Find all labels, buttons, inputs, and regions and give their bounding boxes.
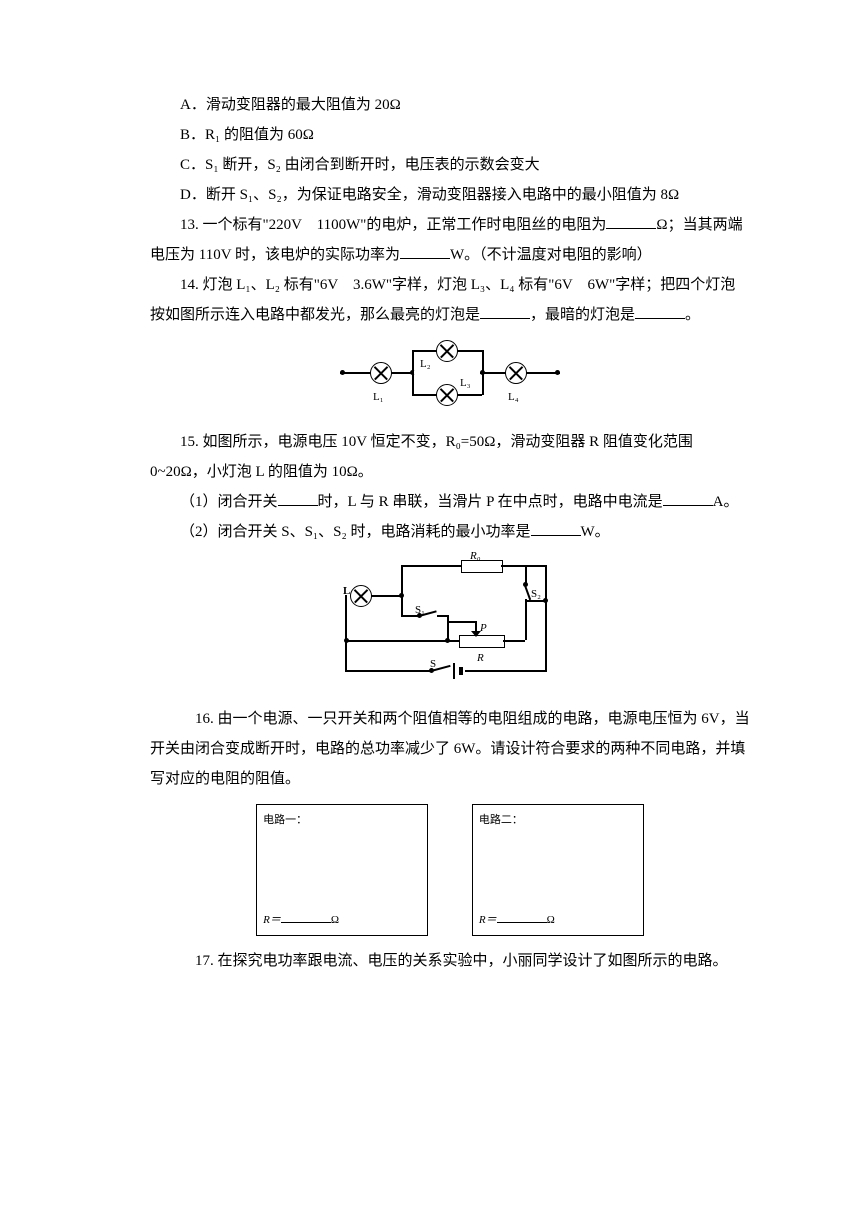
circuit-box-2[interactable]: 电路二： R＝Ω (472, 804, 644, 936)
question-15: 15. 如图所示，电源电压 10V 恒定不变，R₀=50Ω，滑动变阻器 R 阻值… (150, 427, 750, 487)
bulb-l1 (370, 362, 392, 384)
question-14: 14. 灯泡 L₁、L₂ 标有"6V 3.6W"字样，灯泡 L₃、L₄ 标有"6… (150, 270, 750, 330)
bulb-l4 (505, 362, 527, 384)
question-13: 13. 一个标有"220V 1100W"的电炉，正常工作时电阻丝的电阻为Ω；当其… (150, 210, 750, 270)
blank-14-2[interactable] (635, 303, 685, 319)
figure-q15: S L S₁ R₀ S₂ (150, 555, 750, 696)
bulb-l (350, 585, 372, 607)
q15-sub2: （2）闭合开关 S、S₁、S₂ 时，电路消耗的最小功率是W。 (150, 517, 750, 547)
circuit-box-1[interactable]: 电路一： R＝Ω (256, 804, 428, 936)
q15-sub1: （1）闭合开关时，L 与 R 串联，当滑片 P 在中点时，电路中电流是A。 (150, 487, 750, 517)
blank-r1[interactable] (281, 911, 331, 923)
blank-14-1[interactable] (480, 303, 530, 319)
question-16: 16. 由一个电源、一只开关和两个阻值相等的电阻组成的电路，电源电压恒为 6V，… (150, 704, 750, 794)
blank-15-2[interactable] (663, 490, 713, 506)
option-d: D．断开 S₁、S₂，为保证电路安全，滑动变阻器接入电路中的最小阻值为 8Ω (150, 180, 750, 210)
blank-15-1[interactable] (278, 490, 318, 506)
option-c: C．S₁ 断开，S₂ 由闭合到断开时，电压表的示数会变大 (150, 150, 750, 180)
blank-13-1[interactable] (606, 213, 656, 229)
option-b: B．R₁ 的阻值为 60Ω (150, 120, 750, 150)
bulb-l2 (436, 340, 458, 362)
figure-q14: L₁ L₂ L₃ L₄ (150, 338, 750, 419)
answer-boxes: 电路一： R＝Ω 电路二： R＝Ω (150, 804, 750, 936)
resistor-r0 (461, 560, 503, 573)
blank-13-2[interactable] (400, 243, 450, 259)
option-a: A．滑动变阻器的最大阻值为 20Ω (150, 90, 750, 120)
blank-r2[interactable] (497, 911, 547, 923)
blank-15-3[interactable] (531, 520, 581, 536)
bulb-l3 (436, 384, 458, 406)
question-17: 17. 在探究电功率跟电流、电压的关系实验中，小丽同学设计了如图所示的电路。 (150, 946, 750, 976)
